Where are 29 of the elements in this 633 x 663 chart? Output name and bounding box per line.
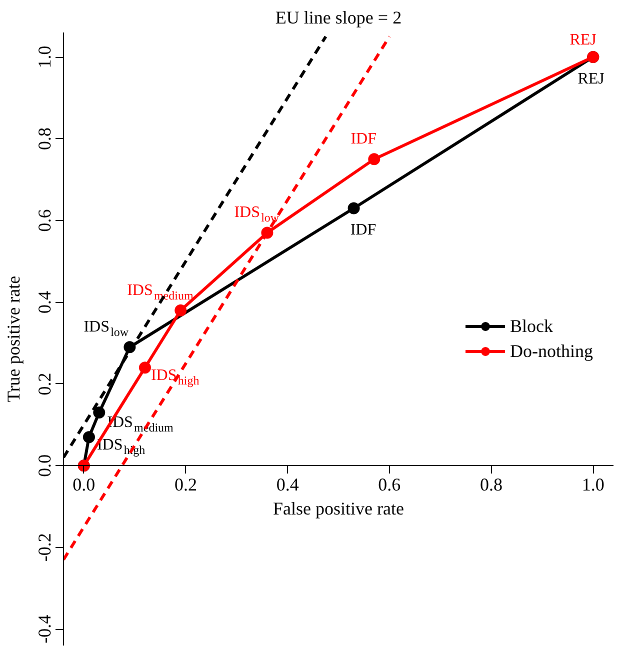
point bbox=[82, 431, 95, 444]
y-tick-label: -0.2 bbox=[34, 533, 54, 562]
x-tick-label: 0.4 bbox=[276, 474, 299, 495]
point bbox=[138, 362, 151, 374]
y-tick-label: 0.2 bbox=[34, 372, 54, 396]
y-tick-label: 0.8 bbox=[34, 128, 54, 150]
x-tick-label: 0.8 bbox=[480, 474, 503, 495]
y-tick-label: 0.6 bbox=[34, 209, 54, 232]
x-tick-label: 0.0 bbox=[72, 474, 96, 495]
point bbox=[93, 406, 106, 419]
y-tick-label: -0.4 bbox=[34, 614, 54, 644]
point bbox=[348, 202, 360, 214]
data-label: REJ bbox=[578, 70, 604, 88]
x-tick-label: 0.2 bbox=[174, 474, 197, 495]
point bbox=[368, 153, 380, 166]
legend-label: Do-nothing bbox=[510, 340, 593, 362]
y-axis-title: True positive rate bbox=[4, 276, 24, 402]
data-label: IDF bbox=[350, 222, 376, 239]
legend-label: Block bbox=[510, 316, 553, 336]
y-tick-label: 0.4 bbox=[34, 290, 54, 314]
chart-title: EU line slope = 2 bbox=[275, 8, 402, 28]
y-tick-label: 0.0 bbox=[34, 454, 54, 477]
data-label: REJ bbox=[570, 32, 596, 49]
x-tick-label: 0.6 bbox=[378, 474, 401, 495]
x-axis-title: False positive rate bbox=[273, 498, 404, 518]
data-label: IDF bbox=[350, 130, 377, 148]
y-tick-label: 1.0 bbox=[34, 46, 54, 68]
x-tick-label: 1.0 bbox=[582, 474, 604, 495]
point bbox=[174, 304, 187, 316]
